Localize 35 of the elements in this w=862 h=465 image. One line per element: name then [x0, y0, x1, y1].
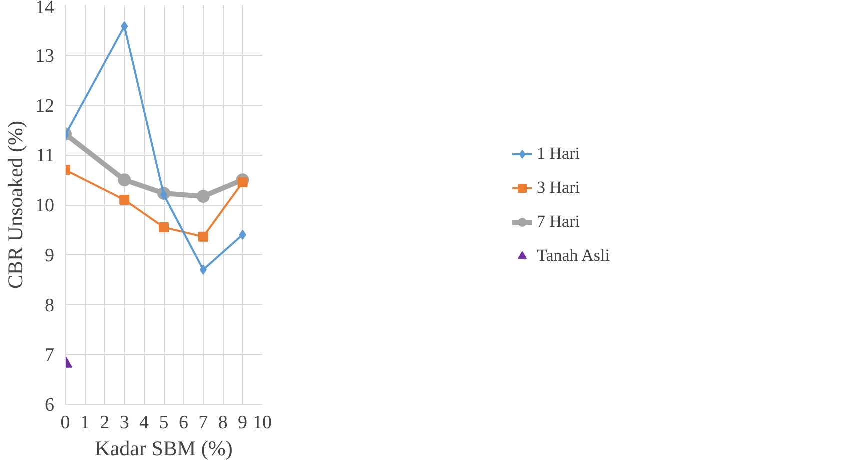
y-tick-label: 6: [45, 395, 54, 416]
x-tick-label: 4: [140, 412, 150, 434]
legend-label: 1 Hari: [537, 144, 580, 164]
point: [200, 264, 207, 275]
x-tick-label: 9: [238, 412, 248, 434]
y-tick-label: 11: [36, 146, 54, 167]
point: [121, 21, 128, 32]
x-tick-label: 3: [120, 412, 130, 434]
y-tick-label: 12: [36, 96, 54, 117]
point: [239, 230, 246, 240]
x-tick-label: 10: [253, 412, 272, 434]
point: [196, 190, 210, 204]
x-tick-label: 8: [218, 412, 228, 434]
x-tick-label: 7: [198, 412, 208, 434]
legend-label: Tanah Asli: [537, 246, 610, 266]
y-tick-label: 10: [36, 196, 54, 216]
x-tick-label: 1: [80, 412, 90, 434]
legend-label: 3 Hari: [537, 178, 580, 198]
point: [198, 232, 208, 242]
y-tick-label: 9: [45, 245, 54, 266]
point: [238, 178, 248, 188]
x-tick-label: 2: [100, 412, 110, 434]
y-axis-title: CBR Unsoaked (%): [4, 121, 28, 289]
x-tick-label: 0: [60, 412, 70, 434]
y-tick-label: 13: [36, 46, 54, 67]
point: [159, 222, 169, 232]
x-tick-label: 6: [178, 412, 188, 434]
point: [120, 195, 130, 206]
y-tick-label: 7: [45, 345, 54, 366]
legend-label: 7 Hari: [537, 212, 580, 232]
x-tick-label: 5: [159, 412, 169, 434]
x-axis-title: Kadar SBM (%): [95, 436, 233, 460]
point: [118, 174, 132, 187]
y-tick-label: 14: [36, 0, 55, 18]
y-tick-label: 8: [45, 295, 54, 316]
